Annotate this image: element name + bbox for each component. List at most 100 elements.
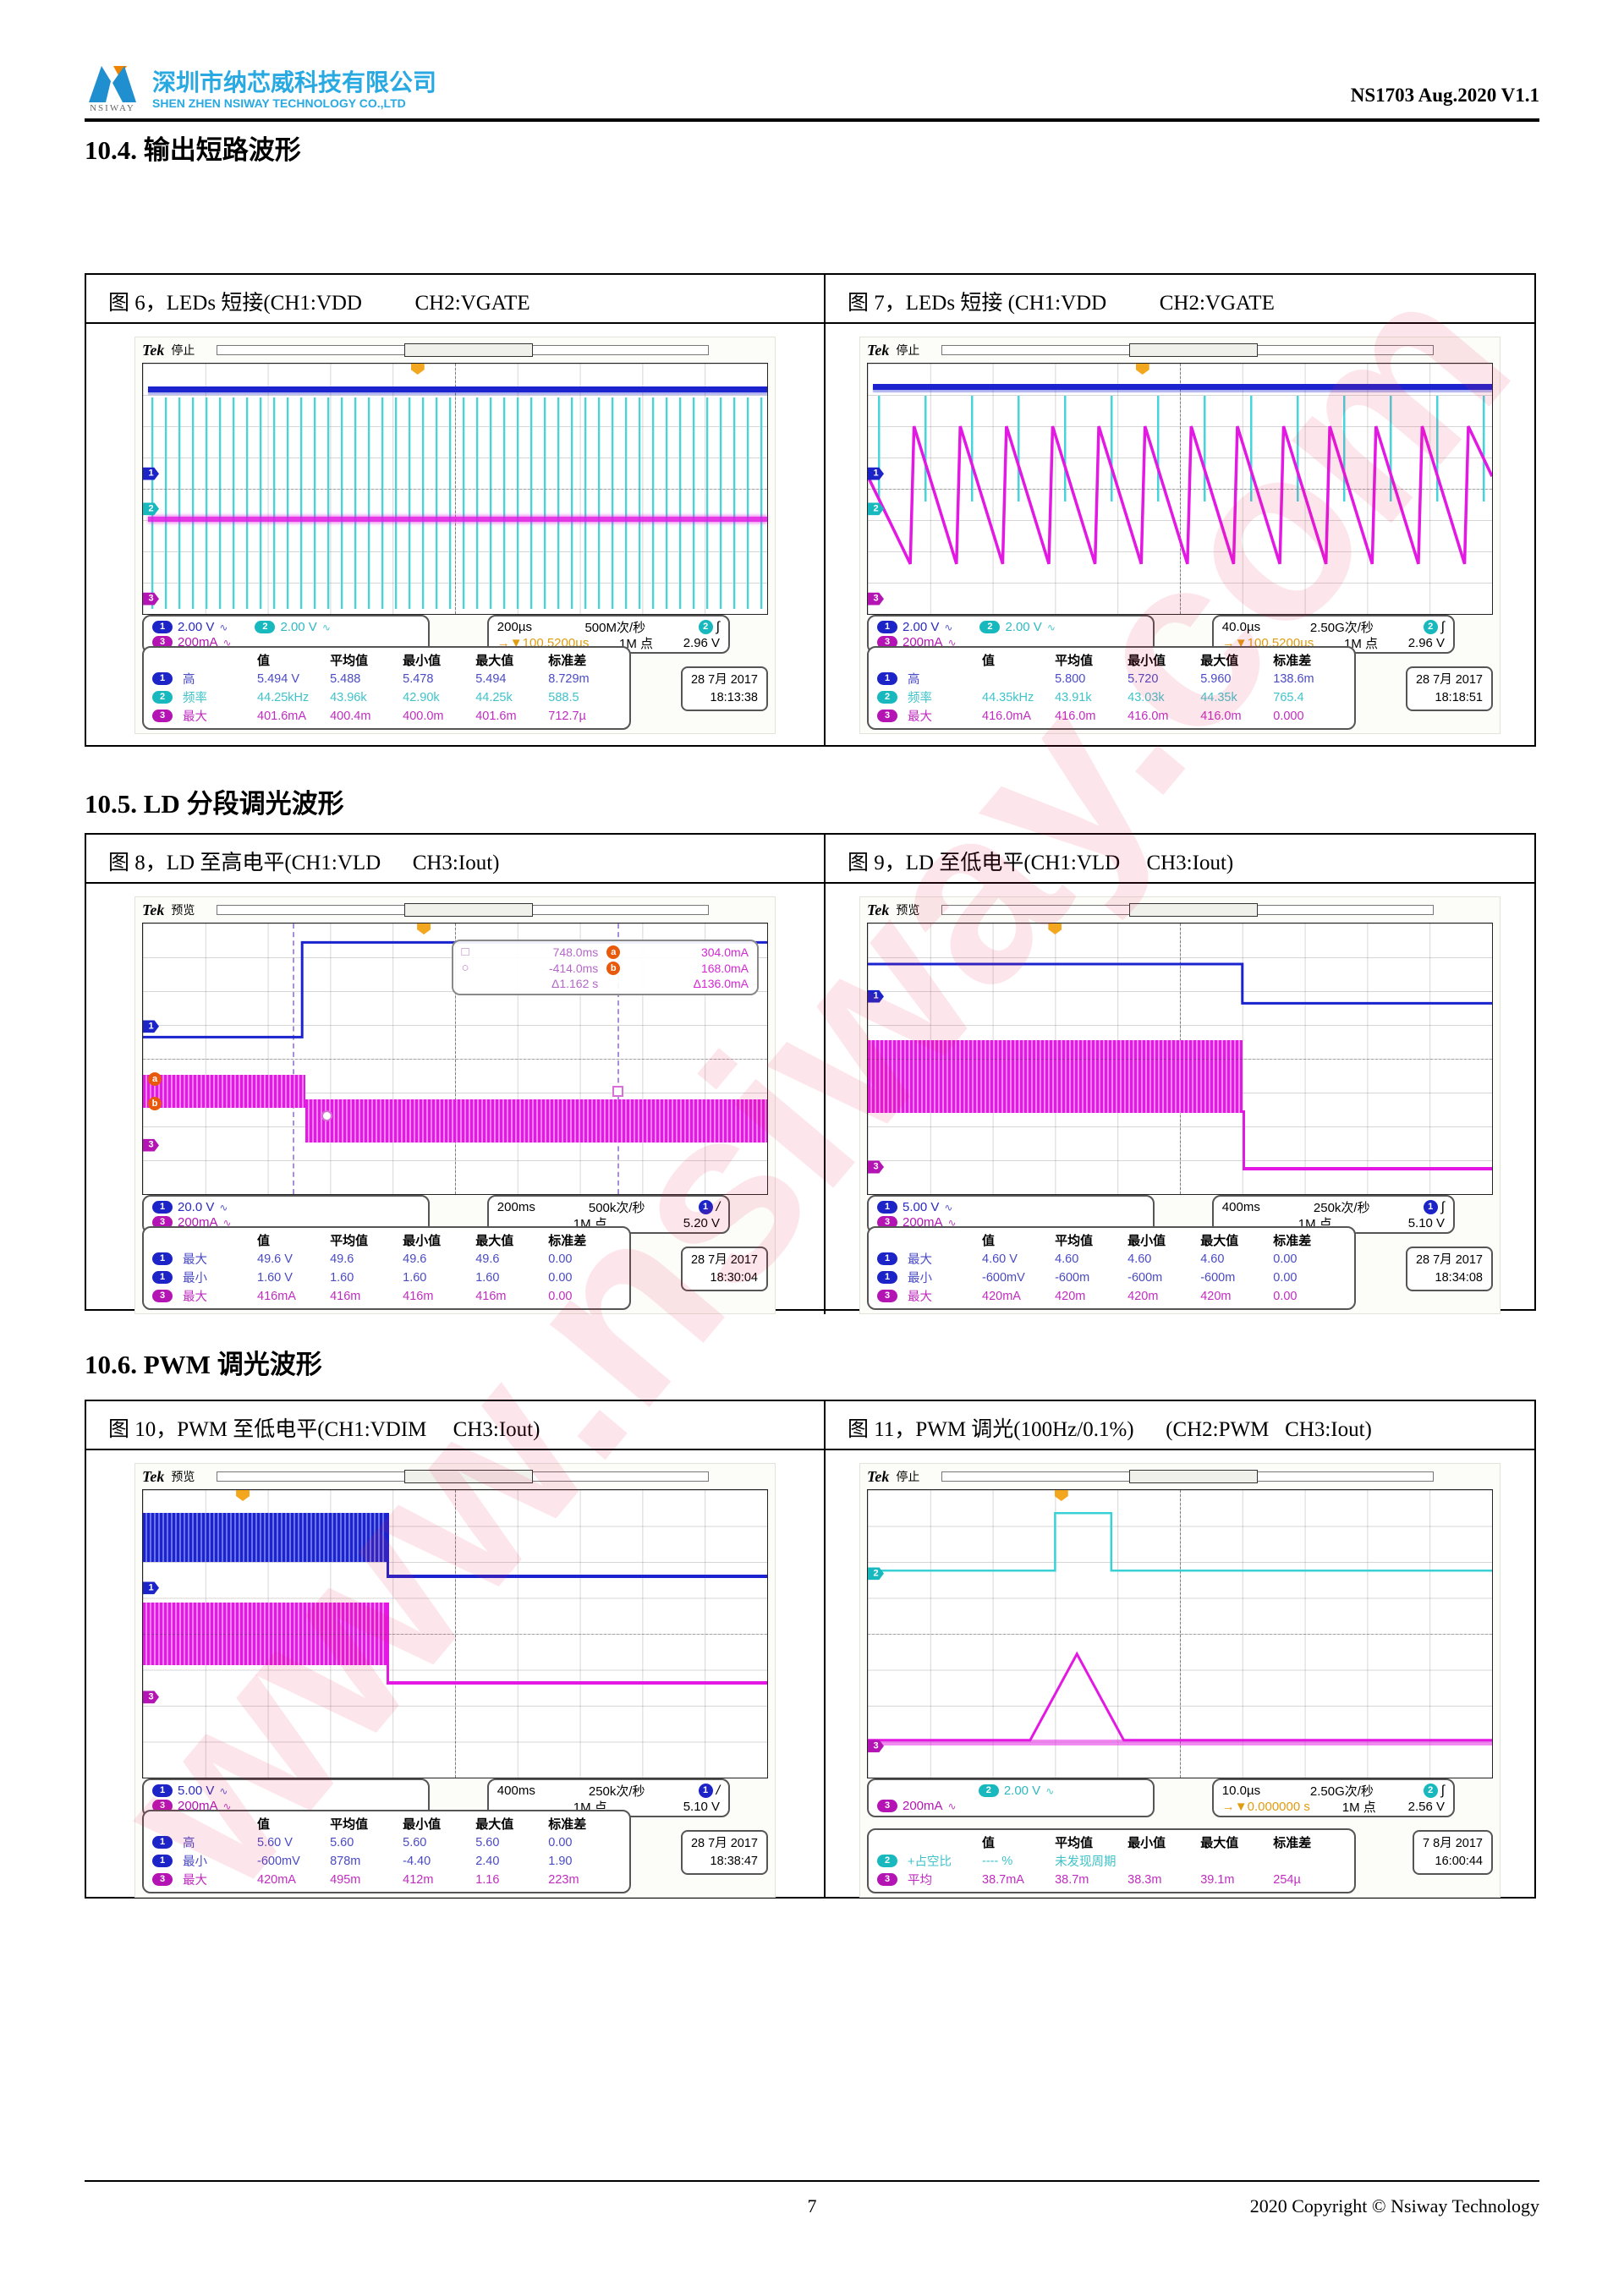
company-name-block: 深圳市纳芯威科技有限公司 SHEN ZHEN NSIWAY TECHNOLOGY… xyxy=(152,69,436,110)
section-title-10-4: 10.4. 输出短路波形 xyxy=(85,135,301,165)
sample-rate: 250k次/秒 xyxy=(588,1784,645,1799)
figure-table-10-4: 图 6，LEDs 短接(CH1:VDD CH2:VGATE 图 7，LEDs 短… xyxy=(85,273,1536,747)
scope-header: Tek 预览 xyxy=(867,899,1493,921)
ch2-trace xyxy=(878,396,1489,501)
ch2-scale: 2.00 V xyxy=(1005,619,1042,634)
scope-screenshot-fig7: Tek 停止 1 2 3 1 2.00 V 2 2.00 V 3 200mA xyxy=(859,337,1501,734)
acquisition-bar xyxy=(217,1470,709,1483)
trigger-slope-icon: / xyxy=(716,1199,721,1214)
datetime-stamp: 7 8月 2017 16:00:44 xyxy=(1413,1830,1493,1875)
document-reference: NS1703 Aug.2020 V1.1 xyxy=(1350,85,1539,106)
trigger-slope-icon: ∫ xyxy=(716,619,721,634)
scope-screenshot-fig8: Tek 预览 a b □ 748.0ms a 304.0mA xyxy=(134,896,776,1314)
figure-8-cell: Tek 预览 a b □ 748.0ms a 304.0mA xyxy=(86,884,824,1314)
acquisition-bar xyxy=(217,343,709,357)
ch2-marker-icon: 2 xyxy=(868,1567,884,1581)
cursor-circle-icon xyxy=(321,1110,333,1121)
tek-logo: Tek xyxy=(867,341,890,359)
ch1-trace-segment xyxy=(143,1513,387,1562)
bandwidth-icon xyxy=(944,1200,952,1214)
trigger-slope-icon: / xyxy=(716,1783,721,1798)
bandwidth-icon xyxy=(948,1799,957,1813)
ch1-scale: 2.00 V xyxy=(178,619,215,634)
cursor-b-badge: b xyxy=(148,1096,162,1110)
ch1-scale: 20.0 V xyxy=(178,1199,215,1214)
acquisition-mode: 预览 xyxy=(171,903,195,917)
tek-logo: Tek xyxy=(142,901,165,918)
meas-name: 最大 xyxy=(183,710,207,724)
graticule: 1 3 xyxy=(867,923,1493,1195)
datetime-stamp: 28 7月 2017 18:30:04 xyxy=(680,1247,768,1291)
ch3-marker-icon: 3 xyxy=(143,1690,159,1704)
figure-10-caption: 图 10，PWM 至低电平(CH1:VDIM CH3:Iout) xyxy=(86,1401,824,1450)
figure-11-caption: 图 11，PWM 调光(100Hz/0.1%) (CH2:PWM CH3:Iou… xyxy=(824,1401,1534,1450)
timebase-scale: 10.0µs xyxy=(1221,1784,1261,1798)
tek-logo: Tek xyxy=(142,1467,165,1485)
trigger-position-icon xyxy=(1048,923,1062,934)
ch2-trace xyxy=(868,1490,1492,1778)
trigger-position: →▼0.000000 s xyxy=(1221,1800,1310,1814)
ch1-marker-icon: 1 xyxy=(868,989,884,1003)
logo-wordmark: NSIWAY xyxy=(90,103,135,113)
ch3-badge: 3 xyxy=(877,1215,897,1229)
acquisition-window xyxy=(403,1470,534,1483)
ch2-badge: 2 xyxy=(979,620,1001,633)
ch3-scale: 200mA xyxy=(903,1798,943,1813)
figure-6-caption: 图 6，LEDs 短接(CH1:VDD CH2:VGATE xyxy=(86,275,824,324)
graticule: 1 3 xyxy=(142,1489,768,1778)
graticule: 2 3 xyxy=(867,1489,1493,1778)
scope-screenshot-fig10: Tek 预览 1 3 1 5.00 V 3 200mA xyxy=(134,1463,776,1898)
scope-header: Tek 预览 xyxy=(142,1466,768,1488)
trigger-source-badge: 1 xyxy=(698,1200,713,1214)
timebase-scale: 40.0µs xyxy=(1221,620,1261,634)
ch3-trace xyxy=(868,1490,1492,1778)
ch3-trace-segment xyxy=(304,1099,767,1143)
figure-10-cell: Tek 预览 1 3 1 5.00 V 3 200mA xyxy=(86,1450,824,1898)
ch3-trace-segment xyxy=(1242,1167,1492,1170)
copyright: 2020 Copyright © Nsiway Technology xyxy=(1249,2195,1539,2217)
datetime-stamp: 28 7月 2017 18:38:47 xyxy=(680,1830,768,1875)
company-name-en: SHEN ZHEN NSIWAY TECHNOLOGY CO.,LTD xyxy=(152,96,406,111)
ch3-trace-edge xyxy=(1242,1110,1245,1169)
tek-logo: Tek xyxy=(867,901,890,918)
acquisition-bar xyxy=(217,903,709,917)
trigger-position-icon xyxy=(417,923,431,934)
tek-logo: Tek xyxy=(142,341,165,359)
ch3-marker-icon: 3 xyxy=(143,1138,159,1152)
ch3-trace-segment xyxy=(143,1602,387,1666)
trigger-level: 2.96 V xyxy=(1407,636,1446,650)
ch3-trace-baseline xyxy=(868,1740,1492,1746)
datetime-stamp: 28 7月 2017 18:34:08 xyxy=(1405,1247,1493,1291)
acquisition-window xyxy=(403,903,534,917)
ch3-scale: 200mA xyxy=(178,1798,218,1813)
figure-9-cell: Tek 预览 1 3 1 5.00 V 3 200mA xyxy=(824,884,1534,1314)
ch1-marker-icon: 1 xyxy=(868,467,884,480)
ch1-scale: 5.00 V xyxy=(178,1783,215,1798)
meas-header: 值 xyxy=(257,654,271,668)
timebase-scale: 200ms xyxy=(497,1200,535,1214)
ch3-marker-icon: 3 xyxy=(868,1160,884,1174)
meas-value: 44.25kHz xyxy=(257,690,310,704)
ch3-scale: 200mA xyxy=(178,1214,218,1230)
measurement-table: 值平均值 最小值 最大值 标准差 1 最大 49.6 V 49.6 49.6 49.6 0.00 … xyxy=(142,1226,632,1310)
ch1-marker-icon: 1 xyxy=(143,1020,159,1033)
page-number: 7 xyxy=(807,2195,817,2217)
timebase-scale: 400ms xyxy=(497,1784,535,1798)
bandwidth-icon xyxy=(219,620,228,634)
bandwidth-icon xyxy=(322,620,331,634)
company-logo: NSIWAY 深圳市纳芯威科技有限公司 SHEN ZHEN NSIWAY TEC… xyxy=(85,64,436,115)
ch1-scale: 2.00 V xyxy=(903,619,940,634)
acquisition-mode: 停止 xyxy=(896,1470,920,1483)
ch1-trace-segment xyxy=(386,1575,767,1579)
measurement-table: 值平均值 最小值 最大值 标准差 1 最大 4.60 V 4.60 4.60 4.60 0.00 … xyxy=(867,1226,1357,1310)
bandwidth-icon xyxy=(944,620,952,634)
acquisition-window xyxy=(403,343,534,357)
acquisition-window xyxy=(1128,1470,1259,1483)
ch3-badge: 3 xyxy=(877,1799,897,1812)
ch3-trace xyxy=(868,364,1492,614)
meas-name: 高 xyxy=(183,673,195,687)
ch1-marker-icon: 1 xyxy=(143,467,159,480)
